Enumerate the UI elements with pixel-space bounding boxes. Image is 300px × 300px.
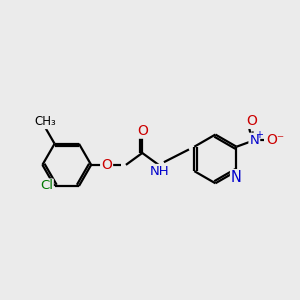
Text: O: O: [101, 158, 112, 172]
Text: N: N: [231, 170, 242, 185]
Text: Cl: Cl: [40, 179, 53, 193]
Text: NH: NH: [149, 165, 169, 178]
Text: O: O: [246, 114, 257, 128]
Text: N: N: [250, 134, 259, 147]
Text: CH₃: CH₃: [34, 115, 56, 128]
Text: +: +: [255, 130, 263, 140]
Text: O: O: [137, 124, 148, 138]
Text: O⁻: O⁻: [267, 133, 285, 147]
